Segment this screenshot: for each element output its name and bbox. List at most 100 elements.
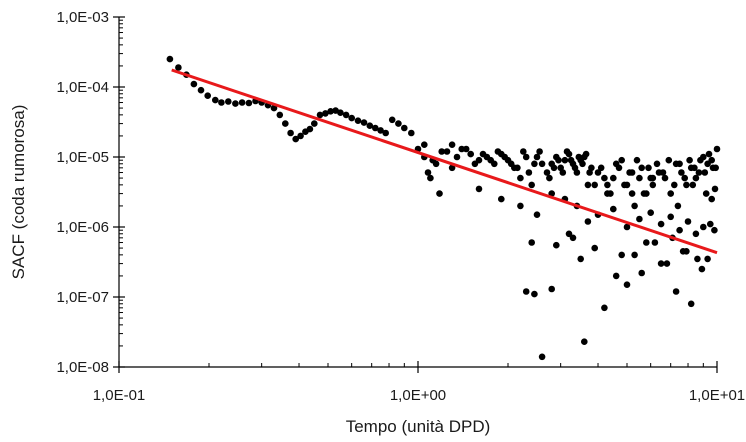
data-point: [708, 195, 715, 203]
data-point: [337, 109, 344, 116]
data-point: [581, 338, 588, 346]
data-point: [565, 230, 573, 238]
data-point: [584, 218, 592, 225]
data-point: [287, 129, 294, 137]
data-point: [711, 226, 718, 234]
data-point: [678, 169, 685, 176]
data-point: [638, 269, 645, 277]
data-point: [655, 169, 663, 176]
data-point: [531, 160, 538, 168]
data-point: [553, 241, 560, 249]
data-point: [707, 220, 714, 228]
data-point: [649, 174, 657, 182]
data-point: [401, 124, 408, 132]
data-point: [543, 169, 551, 176]
data-point: [571, 164, 579, 172]
fit-line-layer: [171, 68, 718, 255]
data-point: [408, 129, 415, 137]
data-point: [591, 244, 598, 252]
data-point: [582, 150, 590, 158]
data-point: [166, 55, 174, 63]
data-point: [604, 181, 611, 189]
data-point: [528, 239, 535, 246]
data-point: [555, 156, 562, 164]
data-point: [643, 239, 650, 246]
data-point: [647, 209, 654, 216]
data-point: [705, 150, 713, 158]
data-point: [672, 288, 680, 295]
data-point: [687, 300, 695, 308]
data-point: [594, 169, 602, 176]
data-point: [372, 124, 379, 132]
data-point: [694, 255, 701, 263]
data-point: [601, 304, 608, 312]
data-point: [674, 202, 682, 210]
data-point: [623, 281, 631, 289]
data-point: [667, 213, 674, 221]
data-point: [623, 223, 631, 231]
data-point: [354, 117, 362, 124]
data-point: [701, 169, 709, 176]
x-axis-title: Tempo (unità DPD): [346, 417, 491, 436]
data-point: [245, 99, 253, 107]
data-point: [538, 353, 546, 361]
data-point: [550, 164, 558, 172]
data-point: [653, 160, 661, 168]
data-point: [640, 190, 648, 197]
data-point: [348, 114, 356, 122]
data-point: [676, 226, 683, 234]
data-point: [709, 164, 717, 172]
data-point: [579, 160, 586, 168]
data-point: [667, 190, 674, 197]
data-point: [395, 120, 402, 127]
data-point: [225, 98, 232, 105]
data-point: [601, 174, 608, 182]
data-point: [628, 190, 636, 197]
data-point: [388, 116, 396, 124]
data-point: [612, 272, 620, 280]
data-point: [377, 127, 384, 134]
data-point: [533, 211, 541, 218]
data-point: [672, 160, 680, 168]
x-tick-label: 1,0E+01: [689, 387, 745, 404]
data-point: [591, 181, 598, 189]
data-point: [494, 148, 502, 155]
axes: [113, 16, 718, 373]
data-point: [520, 148, 527, 155]
data-point: [683, 248, 690, 255]
data-point: [421, 141, 428, 148]
data-point: [618, 156, 625, 164]
data-point: [360, 119, 368, 126]
data-point: [448, 164, 456, 172]
data-point: [671, 181, 678, 189]
data-point: [517, 202, 524, 210]
data-point: [657, 220, 665, 228]
data-point: [713, 145, 721, 153]
data-point: [507, 160, 515, 168]
data-point: [424, 169, 432, 176]
data-point: [586, 169, 593, 176]
data-point: [577, 255, 584, 263]
data-point: [475, 185, 483, 193]
data-point: [649, 181, 657, 189]
data-point: [517, 174, 524, 182]
data-point: [322, 110, 329, 117]
data-point: [638, 164, 645, 172]
data-point: [232, 100, 239, 107]
data-point: [610, 174, 617, 182]
y-tick-label: 1,0E-03: [56, 9, 109, 26]
data-point: [559, 169, 567, 176]
data-point: [684, 218, 692, 225]
data-point: [618, 251, 625, 259]
data-point: [689, 181, 697, 189]
x-tick-label: 1,0E-01: [93, 387, 146, 404]
fit-line: [171, 68, 718, 255]
data-point: [661, 174, 669, 182]
data-point: [311, 120, 318, 127]
data-point: [514, 164, 521, 172]
y-tick-label: 1,0E-06: [56, 219, 109, 236]
data-point: [636, 215, 643, 223]
y-tick-label: 1,0E-05: [56, 149, 109, 166]
data-point: [702, 190, 710, 197]
data-point: [708, 156, 715, 164]
